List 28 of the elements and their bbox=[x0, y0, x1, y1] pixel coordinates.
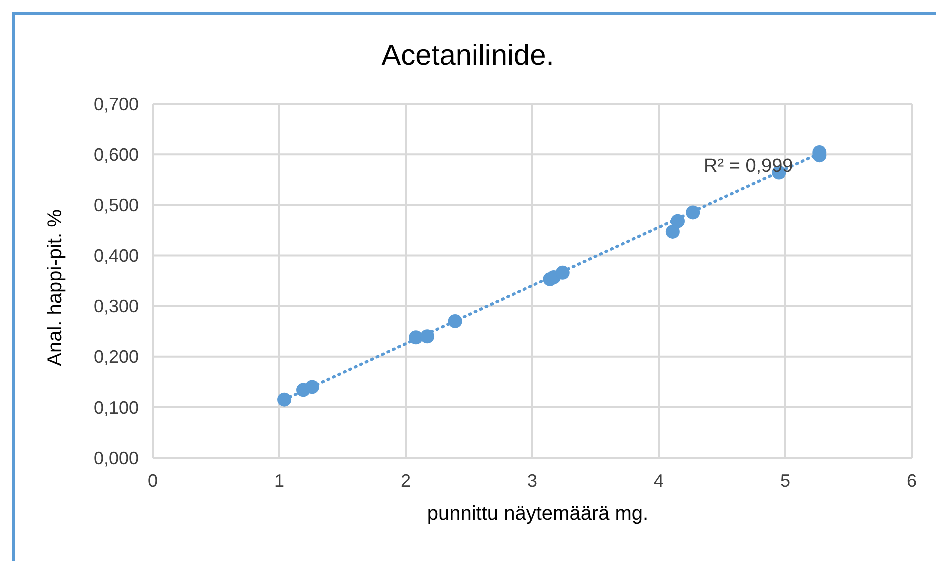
point bbox=[409, 330, 424, 345]
x-tick-label: 5 bbox=[780, 470, 791, 491]
y-tick-label: 0,600 bbox=[94, 144, 139, 165]
point bbox=[305, 380, 320, 394]
point bbox=[556, 266, 570, 280]
x-axis-title: punnittu näytemäärä mg. bbox=[426, 503, 650, 526]
x-tick-label: 6 bbox=[906, 470, 918, 491]
x-tick-label: 3 bbox=[527, 470, 538, 491]
y-axis-title: Anal. happi-pit. % bbox=[44, 210, 68, 366]
x-tick-label: 4 bbox=[654, 470, 664, 491]
point bbox=[686, 206, 700, 220]
chart-title: Acetanilinide. bbox=[380, 40, 556, 73]
point bbox=[278, 392, 292, 407]
x-tick-label: 0 bbox=[148, 470, 158, 491]
point bbox=[666, 224, 680, 239]
x-tick-label: 2 bbox=[400, 470, 412, 491]
y-tick-label: 0,300 bbox=[94, 296, 139, 317]
point bbox=[448, 314, 462, 328]
y-tick-label: 0,400 bbox=[94, 246, 139, 266]
y-tick-label: 0,000 bbox=[94, 448, 139, 468]
y-tick-label: 0,100 bbox=[94, 398, 139, 418]
point bbox=[420, 330, 435, 344]
point bbox=[670, 214, 685, 228]
y-tick-label: 0,500 bbox=[94, 196, 139, 216]
y-tick-label: 0,700 bbox=[94, 94, 139, 114]
annotation: R² = 0,999 bbox=[704, 156, 794, 178]
x-tick-label: 1 bbox=[274, 470, 285, 491]
y-tick-label: 0,200 bbox=[94, 347, 139, 368]
